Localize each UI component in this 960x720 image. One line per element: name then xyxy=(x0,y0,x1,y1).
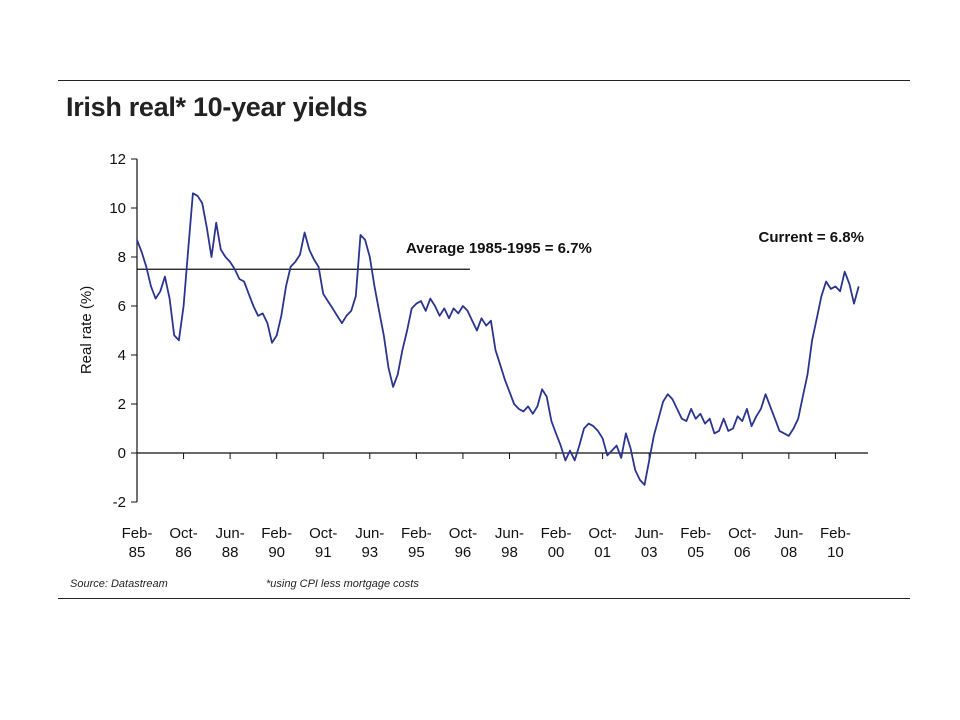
average-label: Average 1985-1995 = 6.7% xyxy=(406,240,592,257)
x-tick-label: Oct-01 xyxy=(588,525,616,561)
top-rule xyxy=(58,80,910,81)
x-tick-label: Feb-90 xyxy=(261,525,292,561)
x-tick-label: Feb-10 xyxy=(820,525,851,561)
x-tick-label: Oct-86 xyxy=(169,525,197,561)
series-line xyxy=(136,192,860,486)
chart-title: Irish real* 10-year yields xyxy=(66,92,368,122)
x-tick-label: Jun-08 xyxy=(774,525,803,561)
x-tick-label: Feb-85 xyxy=(122,525,153,561)
y-tick-label: 6 xyxy=(118,298,126,315)
x-tick-label: Jun-93 xyxy=(355,525,384,561)
x-tick-label: Feb-95 xyxy=(401,525,432,561)
footnote: *using CPI less mortgage costs xyxy=(266,578,419,590)
y-tick-label: 10 xyxy=(109,200,126,217)
y-axis-label: Real rate (%) xyxy=(78,286,95,374)
y-tick-label: 4 xyxy=(118,347,126,364)
x-tick-label: Feb-05 xyxy=(680,525,711,561)
x-tick-label: Jun-88 xyxy=(216,525,245,561)
series-layer xyxy=(136,192,860,486)
x-tick-label: Jun-03 xyxy=(635,525,664,561)
y-tick-label: 2 xyxy=(118,396,126,413)
average-reference: Average 1985-1995 = 6.7% xyxy=(137,240,592,270)
x-axis: Feb-85 Oct-86 Jun-88 Feb-90 Oct-91 Jun-93 Feb-… xyxy=(122,452,868,561)
y-tick-label: 12 xyxy=(109,151,126,168)
x-tick-label: Jun-98 xyxy=(495,525,524,561)
bottom-rule xyxy=(58,598,910,599)
source-note: Source: Datastream xyxy=(70,578,168,590)
y-tick-label: 8 xyxy=(118,249,126,266)
x-tick-label: Oct-91 xyxy=(309,525,337,561)
y-axis: -2 0 2 4 6 8 10 12 xyxy=(109,151,138,511)
y-tick-label: -2 xyxy=(113,494,126,511)
current-annotation: Current = 6.8% xyxy=(759,229,864,246)
x-tick-label: Oct-06 xyxy=(728,525,756,561)
x-tick-label: Feb-00 xyxy=(541,525,572,561)
x-tick-label: Oct-96 xyxy=(449,525,477,561)
y-tick-label: 0 xyxy=(118,445,126,462)
